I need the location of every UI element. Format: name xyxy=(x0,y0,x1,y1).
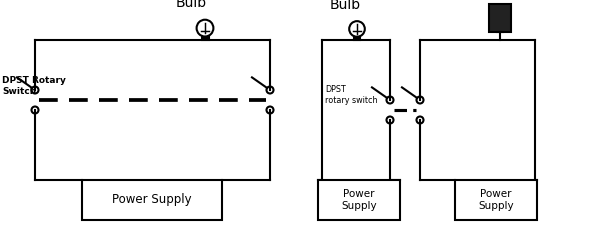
Text: Power
Supply: Power Supply xyxy=(478,189,514,211)
Text: DPST
rotary switch: DPST rotary switch xyxy=(325,85,378,105)
FancyBboxPatch shape xyxy=(318,180,400,220)
Text: Bulb: Bulb xyxy=(176,0,206,10)
FancyBboxPatch shape xyxy=(354,37,361,40)
FancyBboxPatch shape xyxy=(455,180,537,220)
Text: Power Supply: Power Supply xyxy=(112,193,192,206)
Text: Power
Supply: Power Supply xyxy=(341,189,377,211)
Text: DPST Rotary
Switch: DPST Rotary Switch xyxy=(2,76,66,96)
Text: Motor: Motor xyxy=(475,0,515,2)
FancyBboxPatch shape xyxy=(202,36,209,40)
FancyBboxPatch shape xyxy=(489,4,511,32)
Text: Bulb: Bulb xyxy=(330,0,361,12)
FancyBboxPatch shape xyxy=(82,180,222,220)
